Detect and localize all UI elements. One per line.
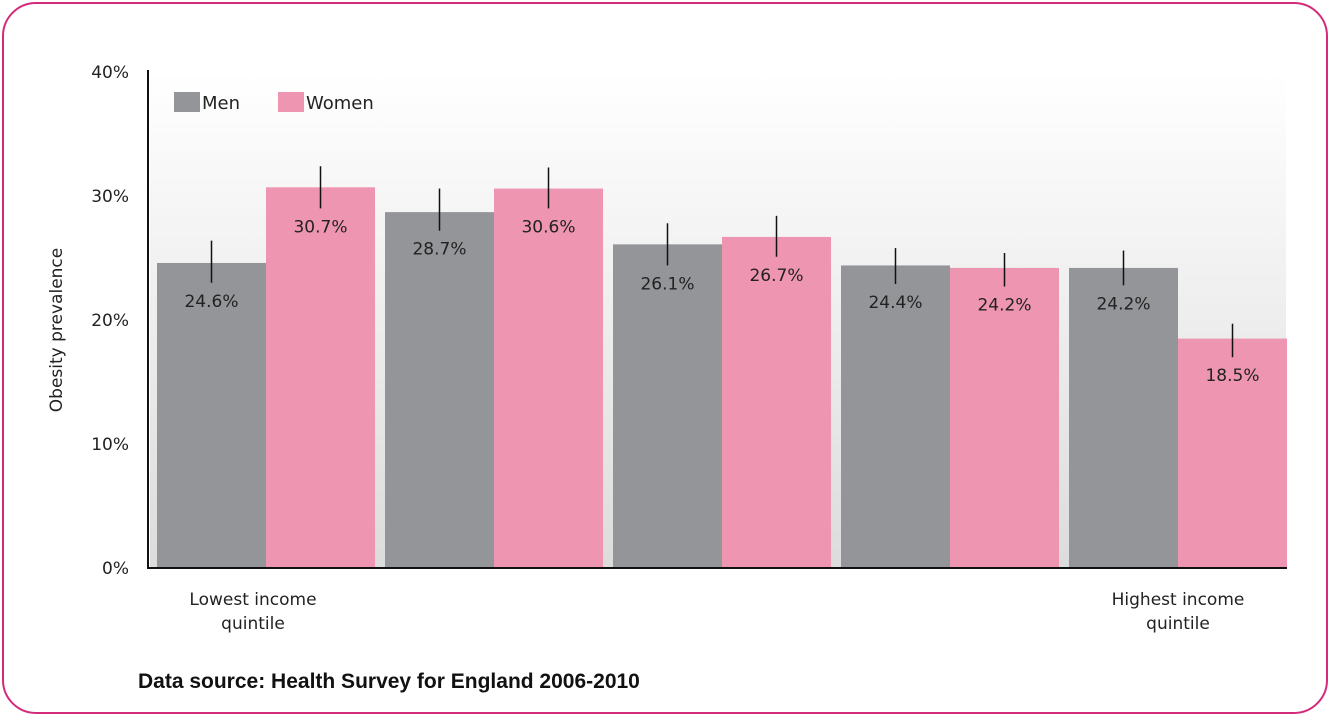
x-label-highest-income: Highest income quintile [1111, 590, 1245, 634]
bar-men-5 [1069, 267, 1178, 568]
legend-swatch-women [278, 92, 304, 112]
bar-women-5 [1178, 338, 1287, 568]
value-label-men-3: 26.1% [640, 274, 694, 294]
value-label-women-2: 30.6% [521, 217, 575, 237]
legend-swatch-men [174, 92, 200, 112]
legend-label-women: Women [306, 93, 374, 114]
y-tick-label: 0% [102, 559, 129, 579]
legend-label-men: Men [202, 93, 240, 114]
y-tick-label: 10% [91, 435, 129, 455]
bar-men-2 [385, 212, 494, 568]
value-label-women-3: 26.7% [749, 266, 803, 286]
bar-women-1 [266, 187, 375, 568]
value-label-women-1: 30.7% [293, 217, 347, 237]
value-label-men-1: 24.6% [184, 292, 238, 312]
value-label-women-5: 18.5% [1205, 366, 1259, 386]
value-label-men-4: 24.4% [868, 293, 922, 313]
bar-women-4 [950, 267, 1059, 568]
legend: Men Women [174, 92, 374, 114]
value-label-women-4: 24.2% [977, 296, 1031, 316]
bar-men-1 [157, 262, 266, 568]
bar-men-3 [613, 244, 722, 569]
value-label-men-2: 28.7% [412, 240, 466, 260]
bar-men-4 [841, 265, 950, 568]
data-source-note: Data source: Health Survey for England 2… [138, 670, 640, 693]
bar-women-2 [494, 188, 603, 568]
bar-women-3 [722, 236, 831, 569]
y-tick-label: 20% [91, 311, 129, 331]
value-label-men-5: 24.2% [1096, 294, 1150, 314]
y-tick-label: 40% [91, 63, 129, 83]
y-axis-label: Obesity prevalence [47, 248, 67, 412]
y-tick-label: 30% [91, 187, 129, 207]
x-label-lowest-income: Lowest income quintile [189, 590, 317, 634]
